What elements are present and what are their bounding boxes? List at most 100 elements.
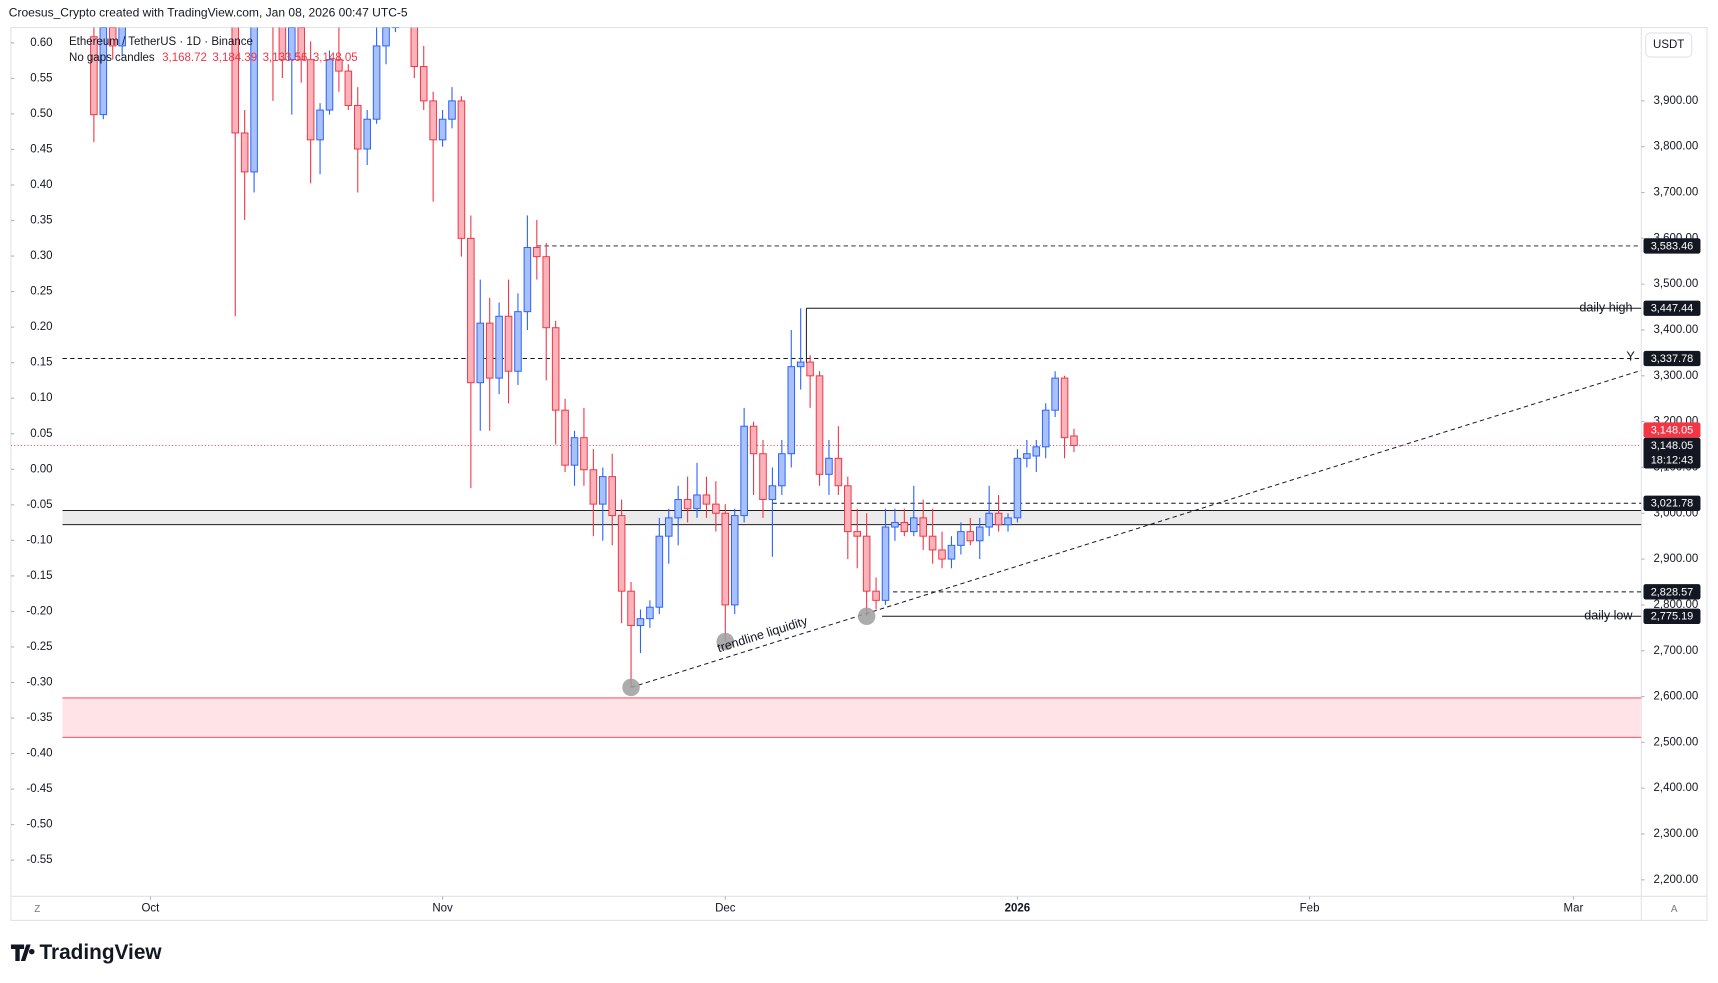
candle-body [288, 27, 296, 61]
candle-body [476, 322, 485, 384]
header: Croesus_Crypto created with TradingView.… [9, 5, 408, 19]
candle-body [99, 27, 108, 116]
candle-body [1004, 517, 1012, 526]
y2-tick-label: -0.30 [26, 677, 52, 689]
chart-subtitle: No gaps candles [69, 52, 155, 64]
candle-body [617, 515, 626, 592]
currency-button[interactable] [1645, 32, 1693, 58]
candle-body [796, 361, 805, 368]
y2-tick-label: 0.15 [30, 357, 52, 369]
y2-tick-label: -0.20 [26, 605, 52, 617]
plot [10, 27, 1642, 738]
y-tick-label: 2,200.00 [1654, 874, 1699, 886]
candle-body [297, 27, 305, 61]
candle-body [759, 453, 767, 501]
candle-body [1023, 453, 1031, 459]
candle-body [806, 361, 814, 377]
level-badge-label: 3,447.44 [1651, 303, 1694, 315]
y-tick-label: 2,400.00 [1654, 782, 1699, 794]
brand-logo [10, 944, 35, 961]
ohlc-value: 3,148.05 [313, 52, 358, 64]
y2-tick-label: -0.10 [26, 534, 52, 546]
touch-point [857, 607, 876, 626]
x-tick-label: Nov [432, 902, 453, 914]
candle-body [448, 100, 456, 120]
x-tick-label: Oct [141, 902, 160, 914]
candle-body [721, 512, 730, 606]
level-badge-label: 3,337.78 [1651, 353, 1694, 365]
y2-tick-label: -0.35 [26, 712, 52, 724]
touch-point [716, 632, 735, 651]
candle-body [778, 453, 786, 487]
level-badge-label: 3,583.46 [1651, 240, 1694, 252]
price-badge [1643, 437, 1701, 469]
level-badge [1643, 238, 1701, 254]
y2-tick-label: 0.10 [30, 392, 52, 404]
candle-body [994, 512, 1003, 526]
candle-body [1032, 446, 1041, 457]
candle-body [495, 315, 503, 379]
y2-tick-label: -0.50 [26, 819, 52, 831]
candle-body [674, 499, 682, 519]
y-tick-label: 3,900.00 [1654, 95, 1699, 107]
candle-body [485, 322, 494, 379]
candle-body [429, 100, 437, 141]
candle-body [749, 425, 758, 455]
level-badge-label: 2,775.19 [1651, 611, 1694, 623]
candle-body [316, 109, 324, 141]
candle-body [372, 45, 381, 120]
candle-body [1013, 457, 1022, 519]
candle-body [1041, 409, 1050, 448]
candle-body [504, 315, 513, 372]
y-tick-label: 3,300.00 [1654, 370, 1699, 382]
y2-tick-label: 0.20 [30, 321, 52, 333]
y-tick-label: 3,800.00 [1654, 141, 1699, 153]
trendline [630, 369, 1642, 688]
touch-point [622, 678, 640, 697]
y2-tick-label: 0.00 [30, 463, 52, 475]
candle-body [335, 59, 343, 72]
countdown: 18:12:43 [1651, 455, 1694, 467]
corner-z[interactable]: Z [34, 904, 40, 915]
level-badge [1643, 584, 1701, 600]
level-badge [1643, 495, 1701, 511]
y2-tick-label: -0.15 [26, 570, 52, 582]
y2-tick-label: 0.45 [30, 143, 52, 155]
candle-body [599, 476, 607, 505]
level-name: daily low [1584, 609, 1633, 623]
x-tick-label: Mar [1564, 902, 1584, 914]
candle-body [580, 437, 588, 471]
y2-tick-label: 0.60 [30, 37, 52, 49]
candle-body [589, 469, 598, 505]
y-tick-label: 3,700.00 [1654, 187, 1699, 199]
y-tick-label: 2,300.00 [1654, 828, 1699, 840]
candle-body [391, 27, 400, 29]
candle-body [542, 256, 551, 329]
y2-tick-label: 0.05 [30, 428, 52, 440]
zone [62, 697, 1642, 738]
candle-body [419, 66, 428, 102]
brand: TradingView [39, 941, 162, 964]
corner-a[interactable]: A [1671, 904, 1678, 915]
candle-body [1070, 435, 1078, 446]
candle-body [664, 517, 673, 537]
candle-body [561, 409, 569, 466]
candle-body [985, 512, 993, 528]
candle-body [947, 544, 956, 560]
candle-body [240, 132, 249, 173]
candle-body [919, 517, 927, 537]
y-tick-label: 3,500.00 [1654, 278, 1699, 290]
candle-body [344, 70, 353, 106]
candle-body [815, 375, 824, 475]
y2-tick-label: 0.50 [30, 108, 52, 120]
candle-body [909, 517, 918, 533]
y2-tick-label: -0.05 [26, 499, 52, 511]
candle-body [966, 531, 975, 542]
candle-body [900, 521, 909, 533]
candle-body [533, 247, 541, 258]
y2-tick-label: 0.25 [30, 286, 52, 298]
candle-body [250, 27, 258, 173]
candle-body [938, 549, 946, 560]
candle-body [410, 27, 419, 68]
candle-body [636, 618, 645, 627]
